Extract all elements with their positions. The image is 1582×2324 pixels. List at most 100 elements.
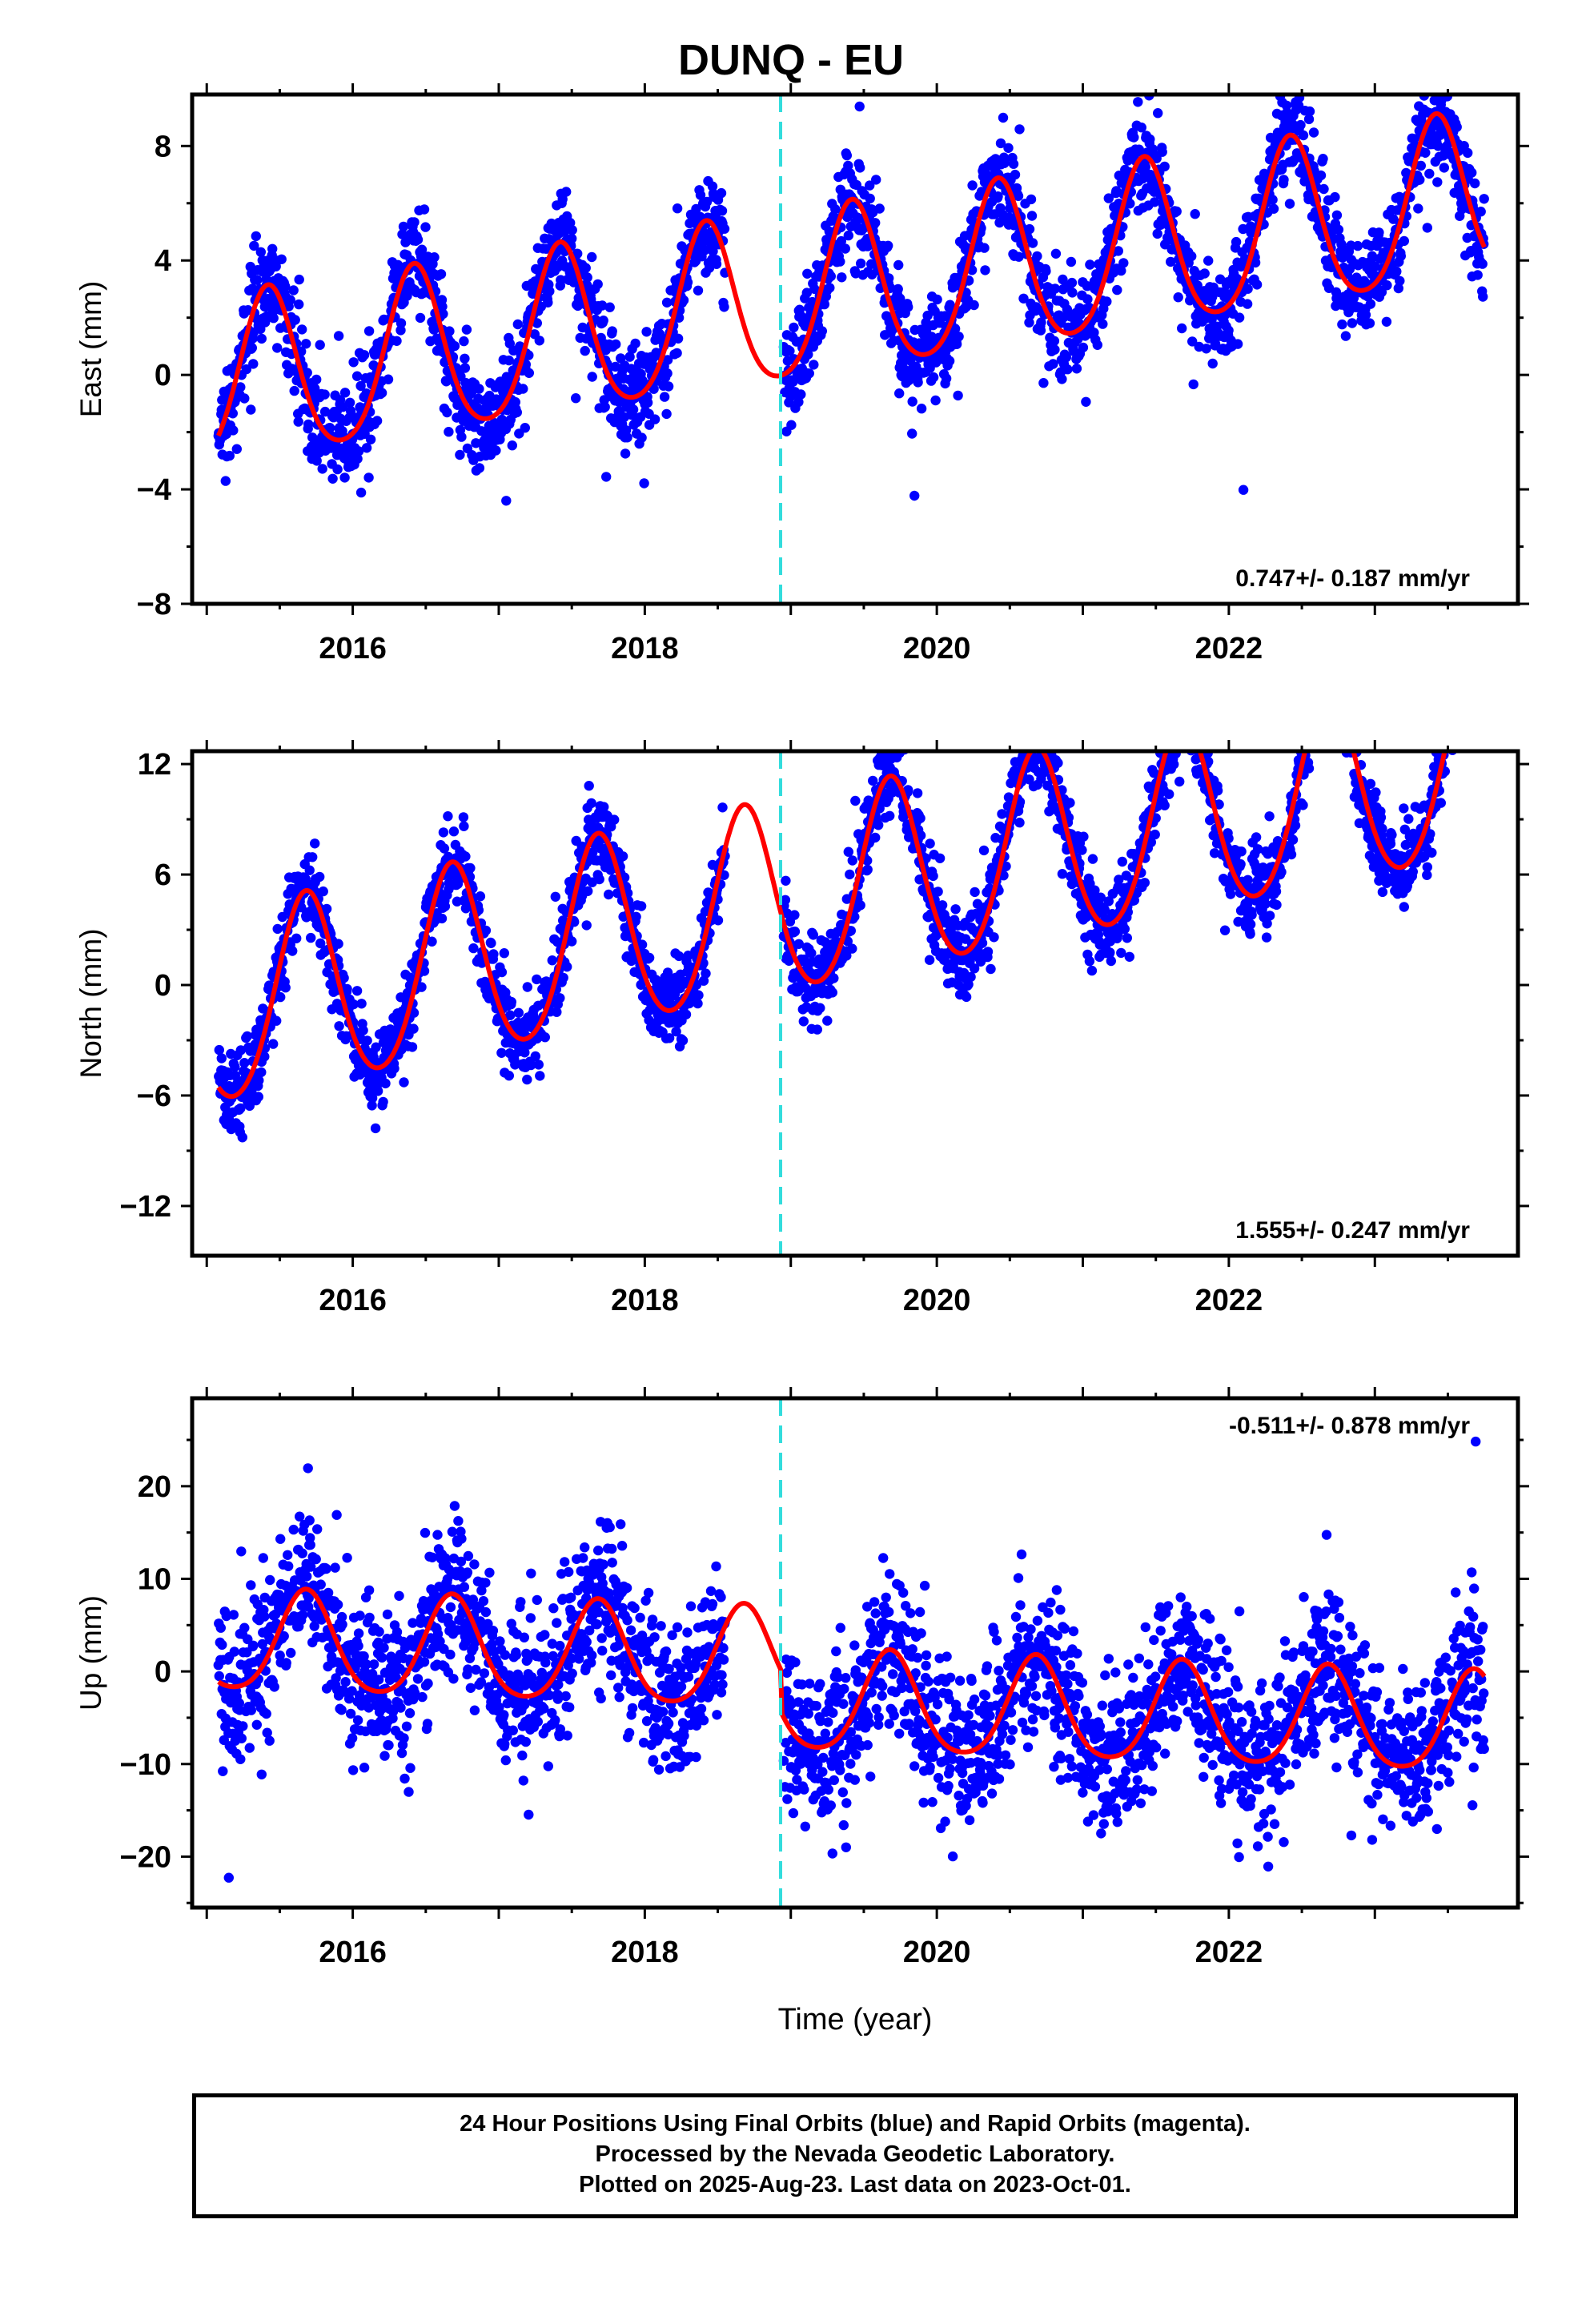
- data-point: [541, 243, 552, 254]
- data-point: [1187, 336, 1198, 347]
- data-point: [1092, 340, 1103, 350]
- figure-title: DUNQ - EU: [678, 36, 904, 84]
- data-point: [1154, 735, 1163, 745]
- data-point: [1191, 735, 1200, 745]
- data-point: [1478, 292, 1488, 302]
- data-point: [533, 1059, 544, 1070]
- data-point: [845, 869, 855, 880]
- data-point: [271, 1015, 282, 1026]
- data-point: [277, 911, 287, 923]
- data-point: [999, 158, 1010, 168]
- data-point: [501, 496, 512, 506]
- data-point: [1040, 717, 1050, 726]
- data-point: [287, 946, 298, 956]
- data-point: [311, 374, 322, 385]
- y-tick-label: 4: [155, 244, 171, 278]
- data-point: [1008, 159, 1019, 169]
- data-point: [1176, 689, 1186, 698]
- data-point: [1023, 737, 1033, 746]
- data-point: [1337, 319, 1347, 330]
- data-point: [224, 450, 235, 461]
- data-point: [412, 235, 424, 245]
- data-point: [798, 1016, 809, 1027]
- data-point: [1030, 731, 1040, 741]
- data-point: [1476, 207, 1486, 217]
- data-point: [1028, 735, 1038, 745]
- data-point: [1018, 293, 1029, 304]
- data-point: [808, 930, 818, 940]
- data-point: [850, 795, 861, 806]
- data-point: [642, 397, 653, 408]
- data-point: [1014, 124, 1025, 135]
- data-point: [609, 814, 620, 825]
- data-point: [334, 1021, 344, 1031]
- data-point: [604, 302, 615, 312]
- data-point: [420, 222, 431, 232]
- data-point: [1184, 724, 1194, 734]
- data-point: [1152, 228, 1162, 239]
- data-point: [239, 393, 250, 404]
- data-point: [855, 900, 865, 911]
- data-point: [488, 949, 499, 959]
- data-point: [409, 217, 420, 227]
- data-point: [1172, 729, 1182, 738]
- data-point: [717, 802, 728, 813]
- data-point: [799, 954, 809, 965]
- data-point: [1245, 929, 1255, 939]
- data-point: [317, 464, 327, 474]
- data-point: [1194, 723, 1203, 733]
- y-tick-label: −4: [137, 473, 171, 507]
- data-point: [1190, 209, 1200, 219]
- data-point: [1201, 344, 1211, 354]
- data-point: [228, 425, 239, 436]
- data-point: [1381, 316, 1392, 327]
- data-point: [1171, 206, 1182, 217]
- data-point: [310, 383, 320, 394]
- data-point: [580, 263, 591, 273]
- data-point: [1370, 261, 1380, 272]
- data-point: [986, 963, 996, 975]
- data-point: [1090, 885, 1100, 895]
- data-point: [1187, 726, 1197, 735]
- data-point: [504, 1071, 514, 1081]
- data-point: [530, 1051, 540, 1062]
- data-point: [903, 302, 913, 312]
- data-point: [522, 1074, 532, 1085]
- data-point: [1212, 786, 1223, 796]
- data-point: [220, 476, 231, 486]
- data-point: [1303, 114, 1315, 125]
- data-point: [311, 456, 322, 466]
- data-point: [1265, 132, 1276, 143]
- data-point: [556, 275, 566, 285]
- data-point: [235, 382, 246, 392]
- data-point: [239, 1058, 250, 1068]
- data-point: [1166, 725, 1175, 734]
- data-point: [577, 322, 588, 333]
- data-point: [1177, 323, 1187, 334]
- data-point: [1413, 203, 1423, 214]
- data-point: [1183, 730, 1193, 740]
- data-point: [1395, 275, 1405, 286]
- data-point: [319, 389, 330, 400]
- data-point: [597, 300, 608, 311]
- data-point: [376, 388, 387, 398]
- data-point: [532, 974, 542, 985]
- data-point: [1276, 866, 1287, 878]
- data-point: [1251, 832, 1262, 842]
- data-point: [967, 180, 978, 191]
- data-point: [367, 1093, 378, 1104]
- data-point: [1038, 724, 1047, 734]
- data-point: [416, 982, 427, 992]
- data-point: [452, 879, 464, 889]
- data-point: [809, 283, 820, 295]
- data-point: [1352, 240, 1363, 251]
- data-point: [1189, 673, 1199, 682]
- data-point: [1105, 947, 1115, 958]
- data-point: [1162, 712, 1172, 722]
- x-tick-label: 2018: [611, 632, 679, 665]
- data-point: [230, 1061, 240, 1072]
- data-point: [1188, 729, 1198, 738]
- data-point: [588, 847, 598, 858]
- data-point: [673, 333, 684, 344]
- data-point: [367, 1100, 377, 1111]
